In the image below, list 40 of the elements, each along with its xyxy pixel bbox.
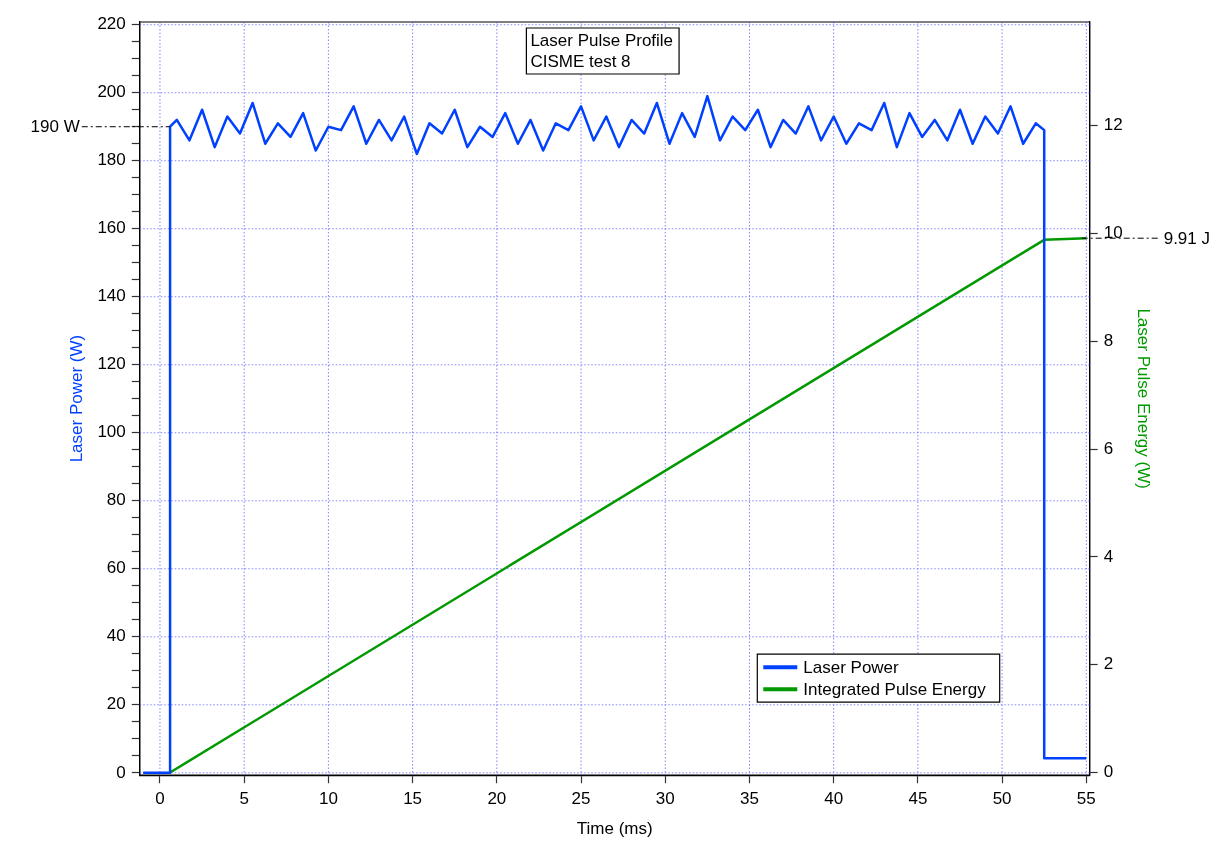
x-tick-label: 20 <box>487 789 507 809</box>
y2-axis-title: Laser Pulse Energy (W) <box>1134 308 1154 489</box>
y-tick-label: 220 <box>97 14 126 34</box>
y2-tick-label: 0 <box>1103 762 1114 782</box>
y-tick-label: 160 <box>97 218 126 238</box>
x-tick-label: 5 <box>239 789 249 809</box>
y-tick-label: 60 <box>106 558 126 578</box>
y-tick-label: 140 <box>97 286 126 306</box>
x-tick-label: 15 <box>403 789 423 809</box>
x-tick-label: 45 <box>908 789 928 809</box>
text: Laser Pulse Profile <box>530 31 674 51</box>
y-tick-label: 0 <box>116 762 126 782</box>
x-axis-title: Time (ms) <box>576 819 653 839</box>
y2-tick-label: 8 <box>1103 330 1114 350</box>
x-tick-label: 0 <box>155 789 165 809</box>
y-axis-title: Laser Power (W) <box>66 334 86 463</box>
x-tick-label: 30 <box>655 789 675 809</box>
y-tick-label: 200 <box>97 82 126 102</box>
y2-tick-label: 2 <box>1103 654 1114 674</box>
y-tick-label: 100 <box>97 422 126 442</box>
y2-tick-label: 10 <box>1103 223 1123 243</box>
text: CISME test 8 <box>530 52 631 72</box>
x-tick-label: 50 <box>992 789 1012 809</box>
x-tick-label: 10 <box>318 789 338 809</box>
y-tick-label: 80 <box>106 490 126 510</box>
x-tick-label: 55 <box>1076 789 1096 809</box>
x-tick-label: 40 <box>824 789 844 809</box>
ref-line-label: 190 W <box>30 117 80 137</box>
legend-label: Laser Power <box>803 657 900 677</box>
legend-label: Integrated Pulse Energy <box>803 679 987 699</box>
x-tick-label: 25 <box>571 789 591 809</box>
y2-tick-label: 4 <box>1103 546 1114 566</box>
x-tick-label: 35 <box>740 789 759 809</box>
y-tick-label: 180 <box>97 150 126 170</box>
y2-tick-label: 6 <box>1103 438 1114 458</box>
y-tick-label: 40 <box>106 626 126 646</box>
ref-line-label: 9.91 J <box>1163 228 1210 248</box>
y-tick-label: 20 <box>106 694 126 714</box>
y2-tick-label: 12 <box>1103 115 1123 135</box>
y-tick-label: 120 <box>97 354 126 374</box>
